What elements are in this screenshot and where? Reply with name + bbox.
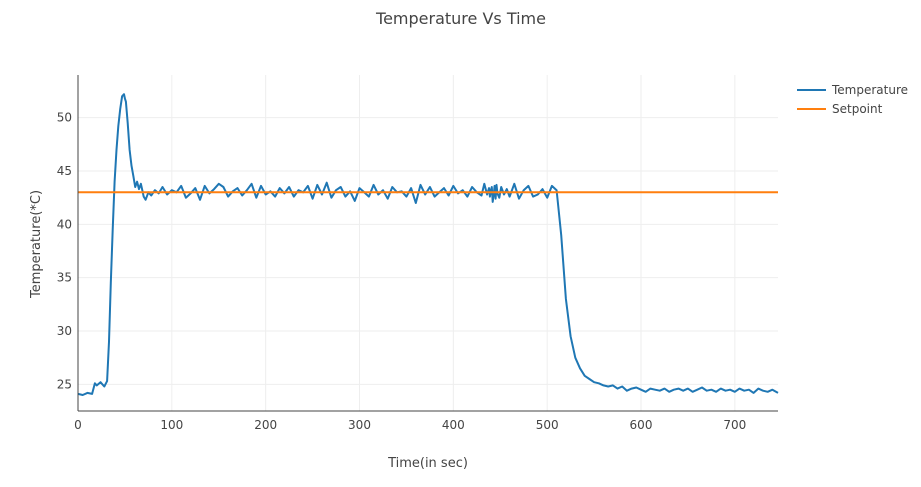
x-tick-label: 0 (74, 418, 82, 432)
x-tick-label: 600 (630, 418, 653, 432)
x-tick-label: 500 (536, 418, 559, 432)
chart-title: Temperature Vs Time (375, 9, 546, 28)
axes-layer (77, 75, 778, 412)
grid-layer (78, 75, 778, 411)
y-tick-label: 50 (57, 111, 72, 125)
series-layer (77, 93, 779, 396)
y-axis-title: Temperature(*C) (29, 190, 44, 299)
y-tick-label: 25 (57, 377, 72, 391)
legend[interactable]: Temperature Setpoint (797, 83, 908, 116)
x-tick-label: 100 (160, 418, 183, 432)
legend-label: Setpoint (832, 102, 883, 116)
x-tick-label: 700 (723, 418, 746, 432)
x-tick-label: 200 (254, 418, 277, 432)
legend-label: Temperature (831, 83, 908, 97)
x-tick-label: 400 (442, 418, 465, 432)
legend-item-temperature[interactable]: Temperature (797, 83, 908, 97)
series-line-temperature (77, 93, 779, 396)
x-tick-label: 300 (348, 418, 371, 432)
y-tick-label: 45 (57, 164, 72, 178)
y-tick-label: 30 (57, 324, 72, 338)
y-tick-label: 40 (57, 217, 72, 231)
x-axis-title: Time(in sec) (387, 456, 468, 471)
legend-item-setpoint[interactable]: Setpoint (797, 102, 883, 116)
ticks-layer: 0 100 200 300 400 500 600 700 25 30 35 40 45 50 (57, 111, 747, 432)
y-tick-label: 35 (57, 271, 72, 285)
